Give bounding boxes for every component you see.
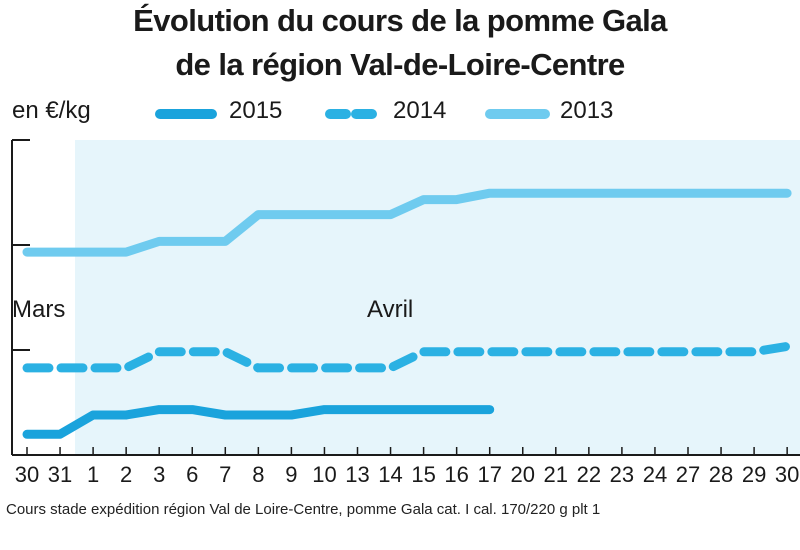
series-2014-line xyxy=(22,341,792,373)
x-tick-label: 15 xyxy=(411,462,435,487)
month-label-avril: Avril xyxy=(367,296,414,323)
x-tick-label: 30 xyxy=(775,462,799,487)
series-2015-line xyxy=(22,405,495,439)
x-tick-label: 17 xyxy=(477,462,501,487)
x-tick-label: 30 xyxy=(15,462,39,487)
series-2013-line xyxy=(22,188,792,257)
x-tick-label: 22 xyxy=(577,462,601,487)
x-tick-label: 10 xyxy=(312,462,336,487)
x-tick-label: 24 xyxy=(643,462,667,487)
x-tick-label: 29 xyxy=(742,462,766,487)
x-tick-label: 20 xyxy=(511,462,535,487)
source-footnote: Cours stade expédition région Val de Loi… xyxy=(6,501,601,518)
x-tick-label: 7 xyxy=(219,462,231,487)
chart-title-line-1: Évolution du cours de la pomme Gala xyxy=(133,3,667,38)
x-tick-label: 3 xyxy=(153,462,165,487)
legend-label-2014: 2014 xyxy=(393,97,447,124)
x-tick-label: 13 xyxy=(345,462,369,487)
x-tick-label: 31 xyxy=(48,462,72,487)
chart-title-line-2: de la région Val-de-Loire-Centre xyxy=(175,47,625,82)
month-label-mars: Mars xyxy=(12,296,66,323)
x-tick-label: 27 xyxy=(676,462,700,487)
legend-label-2013: 2013 xyxy=(560,97,614,124)
x-tick-label: 6 xyxy=(186,462,198,487)
x-tick-label: 21 xyxy=(544,462,568,487)
y-axis-unit-label: en €/kg xyxy=(12,97,91,124)
x-tick-label: 14 xyxy=(378,462,402,487)
x-tick-label: 28 xyxy=(709,462,733,487)
legend-label-2015: 2015 xyxy=(229,97,283,124)
x-tick-label: 23 xyxy=(610,462,634,487)
x-tick-label: 8 xyxy=(252,462,264,487)
x-tick-label: 2 xyxy=(120,462,132,487)
x-tick-label: 1 xyxy=(87,462,99,487)
x-tick-label: 16 xyxy=(444,462,468,487)
x-tick-label: 9 xyxy=(285,462,297,487)
